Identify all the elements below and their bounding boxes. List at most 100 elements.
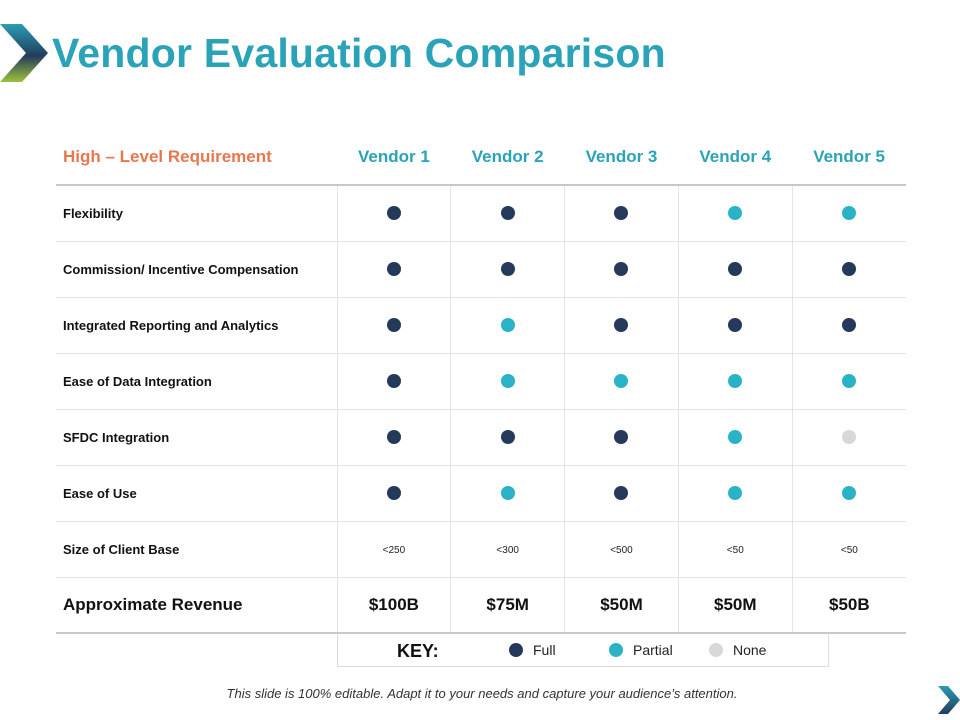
- revenue-value: $75M: [450, 577, 565, 634]
- partial-rating-dot-icon: [500, 485, 515, 500]
- partial-rating-dot-icon: [842, 485, 857, 500]
- key-partial-label: Partial: [633, 642, 673, 658]
- client-base-value: <500: [610, 545, 633, 556]
- rating-cell: [677, 465, 793, 522]
- requirement-label: Flexibility: [56, 185, 337, 242]
- full-rating-dot-icon: [500, 429, 515, 444]
- vendor-header-5: Vendor 5: [792, 130, 906, 186]
- rating-cell: [336, 409, 451, 466]
- none-dot-icon: [709, 643, 723, 657]
- partial-rating-dot-icon: [614, 373, 629, 388]
- full-rating-dot-icon: [386, 206, 401, 221]
- rating-cell: [564, 409, 679, 466]
- client-base-cell: <250: [336, 521, 451, 578]
- rating-cell: [336, 353, 451, 410]
- table-row: Integrated Reporting and Analytics: [56, 297, 906, 354]
- key-label: KEY:: [397, 641, 439, 661]
- rating-cell: [450, 353, 565, 410]
- requirement-column-header: High – Level Requirement: [56, 130, 337, 186]
- rating-cell: [564, 465, 679, 522]
- partial-rating-dot-icon: [728, 485, 743, 500]
- rating-cell: [336, 185, 451, 242]
- partial-rating-dot-icon: [728, 373, 743, 388]
- table-row-revenue: Approximate Revenue $100B $75M $50M $50M…: [56, 577, 906, 634]
- vendor-comparison-table: High – Level Requirement Vendor 1 Vendor…: [56, 130, 906, 634]
- full-rating-dot-icon: [614, 429, 629, 444]
- client-base-cell: <50: [791, 521, 906, 578]
- rating-cell: [336, 465, 451, 522]
- requirement-label: Size of Client Base: [56, 521, 337, 578]
- rating-cell: [677, 241, 793, 298]
- rating-cell: [564, 353, 679, 410]
- revenue-value: $100B: [336, 577, 451, 634]
- requirement-label: SFDC Integration: [56, 409, 337, 466]
- none-rating-dot-icon: [842, 429, 857, 444]
- rating-cell: [677, 409, 793, 466]
- full-rating-dot-icon: [500, 206, 515, 221]
- partial-rating-dot-icon: [842, 206, 857, 221]
- requirement-label: Approximate Revenue: [56, 577, 337, 634]
- rating-cell: [450, 465, 565, 522]
- key-item-full: Full: [509, 642, 556, 658]
- requirement-label: Commission/ Incentive Compensation: [56, 241, 337, 298]
- vendor-header-1: Vendor 1: [337, 130, 451, 186]
- partial-rating-dot-icon: [728, 206, 743, 221]
- rating-cell: [791, 465, 906, 522]
- full-rating-dot-icon: [614, 485, 629, 500]
- partial-rating-dot-icon: [500, 373, 515, 388]
- full-dot-icon: [509, 643, 523, 657]
- slide-title: Vendor Evaluation Comparison: [52, 30, 666, 76]
- partial-rating-dot-icon: [728, 429, 743, 444]
- rating-cell: [677, 353, 793, 410]
- full-rating-dot-icon: [386, 373, 401, 388]
- table-header-row: High – Level Requirement Vendor 1 Vendor…: [56, 130, 906, 186]
- client-base-value: <250: [382, 545, 406, 556]
- rating-cell: [564, 241, 679, 298]
- client-base-value: <300: [496, 545, 519, 556]
- full-rating-dot-icon: [500, 261, 515, 276]
- revenue-value: $50M: [677, 577, 793, 634]
- full-rating-dot-icon: [614, 206, 629, 221]
- full-rating-dot-icon: [614, 261, 629, 276]
- client-base-cell: <50: [677, 521, 793, 578]
- full-rating-dot-icon: [842, 261, 857, 276]
- partial-dot-icon: [609, 643, 623, 657]
- partial-rating-dot-icon: [842, 373, 857, 388]
- full-rating-dot-icon: [386, 261, 401, 276]
- vendor-header-2: Vendor 2: [450, 130, 565, 186]
- rating-cell: [564, 185, 679, 242]
- full-rating-dot-icon: [386, 485, 401, 500]
- client-base-cell: <500: [564, 521, 679, 578]
- rating-cell: [450, 185, 565, 242]
- full-rating-dot-icon: [386, 429, 401, 444]
- full-rating-dot-icon: [728, 317, 743, 332]
- key-full-label: Full: [533, 642, 556, 658]
- rating-cell: [450, 409, 565, 466]
- vendor-header-4: Vendor 4: [678, 130, 793, 186]
- rating-cell: [450, 241, 565, 298]
- table-row: Flexibility: [56, 185, 906, 242]
- revenue-value: $50B: [791, 577, 906, 634]
- rating-cell: [791, 297, 906, 354]
- rating-cell: [791, 185, 906, 242]
- next-arrow-icon: [938, 686, 960, 714]
- rating-cell: [791, 241, 906, 298]
- table-row-client-base: Size of Client Base <250 <300 <500 <50 <…: [56, 521, 906, 578]
- requirement-label: Integrated Reporting and Analytics: [56, 297, 337, 354]
- table-row: SFDC Integration: [56, 409, 906, 466]
- key-item-partial: Partial: [609, 642, 673, 658]
- chevron-logo-icon: [0, 24, 48, 82]
- legend-key: KEY: Full Partial None: [337, 634, 829, 667]
- revenue-value: $50M: [564, 577, 679, 634]
- full-rating-dot-icon: [614, 317, 629, 332]
- full-rating-dot-icon: [386, 317, 401, 332]
- rating-cell: [791, 353, 906, 410]
- client-base-cell: <300: [450, 521, 565, 578]
- client-base-value: <50: [840, 545, 858, 556]
- requirement-label: Ease of Use: [56, 465, 337, 522]
- table-row: Ease of Use: [56, 465, 906, 522]
- rating-cell: [677, 185, 793, 242]
- full-rating-dot-icon: [728, 261, 743, 276]
- partial-rating-dot-icon: [500, 317, 515, 332]
- client-base-value: <50: [726, 545, 744, 556]
